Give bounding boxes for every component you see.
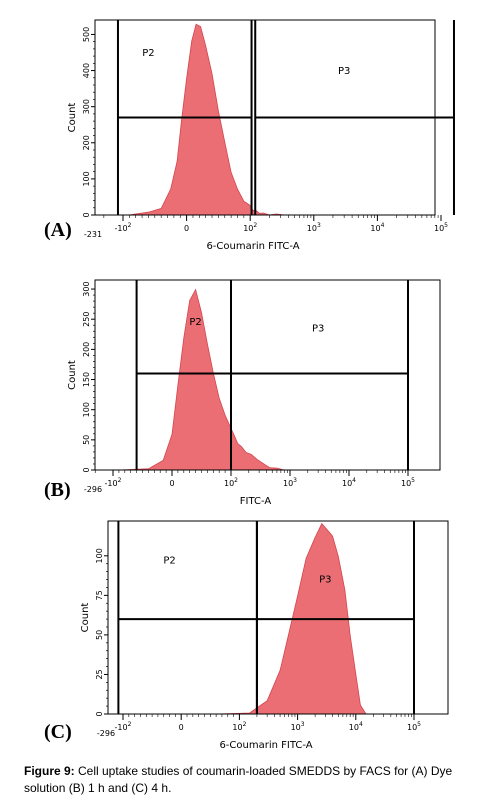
gate-label-P3: P3 (312, 323, 324, 334)
x-tick-label: -102 (115, 222, 132, 233)
histogram-area (216, 522, 367, 715)
gate-label-P2: P2 (163, 556, 175, 567)
y-tick-label: 100 (82, 402, 91, 417)
x-tick-label: 104 (349, 721, 363, 732)
x-tick-label: 104 (342, 477, 356, 488)
x-tick-label: 105 (407, 721, 421, 732)
chart-panel-1: P2 P3 0 100 200 300 400 500 Count -102 0 102 103 104 1… (44, 19, 455, 252)
caption-text: Cell uptake studies of coumarin-loaded S… (24, 764, 453, 795)
y-tick-label: 200 (82, 135, 91, 150)
y-tick-label: 400 (82, 63, 91, 78)
x-tick-label: 102 (232, 721, 246, 732)
gate-label-P3: P3 (338, 66, 350, 77)
histogram-area (118, 288, 285, 471)
panel-label: (B) (44, 479, 71, 501)
figure-caption: Figure 9: Cell uptake studies of coumari… (24, 763, 474, 797)
chart-panel-2: P2 P3 0 50 100 150 200 250 300 Count -102 0 102 103 10… (44, 279, 441, 507)
x-tick-label: 104 (370, 222, 384, 233)
x-tick-label: 102 (224, 477, 238, 488)
y-tick-label: 50 (95, 630, 104, 640)
y-tick-label: 0 (82, 212, 91, 217)
x-tick-label: -102 (105, 477, 122, 488)
x-tick-label: 103 (307, 222, 321, 233)
panel-label: (C) (44, 721, 72, 743)
y-tick-label: 75 (95, 590, 104, 600)
x-axis-title: 6-Coumarin FITC-A (219, 740, 312, 751)
plot-frame (94, 279, 441, 471)
x-min-label: -296 (97, 729, 115, 738)
y-tick-label: 150 (82, 372, 91, 387)
gate-label-P3: P3 (319, 575, 331, 586)
y-tick-label: 200 (82, 342, 91, 357)
y-tick-label: 25 (95, 669, 104, 679)
y-axis-title: Count (67, 103, 78, 133)
x-tick-label: -102 (115, 721, 132, 732)
y-tick-label: 0 (82, 467, 91, 472)
x-tick-label: 103 (283, 477, 297, 488)
y-tick-label: 50 (82, 435, 91, 445)
panel-label: (A) (44, 219, 72, 241)
y-axis-title: Count (80, 603, 91, 633)
x-tick-label: 0 (169, 479, 174, 488)
x-axis-title: FITC-A (240, 496, 272, 507)
plot-frame (107, 520, 449, 715)
y-tick-label: 250 (82, 312, 91, 327)
x-axis-title: 6-Coumarin FITC-A (206, 241, 299, 252)
y-tick-label: 500 (82, 27, 91, 42)
x-min-label: -296 (84, 485, 102, 494)
y-axis-title: Count (67, 360, 78, 390)
x-tick-label: 0 (179, 723, 184, 732)
y-tick-label: 300 (82, 99, 91, 114)
x-tick-label: 0 (184, 224, 189, 233)
x-tick-label: 102 (243, 222, 257, 233)
histogram-area (113, 23, 285, 216)
y-tick-label: 100 (82, 171, 91, 186)
y-tick-label: 300 (82, 281, 91, 296)
chart-panel-3: P2 P3 0 25 50 75 100 Count -102 0 102 103 104 105 -296… (44, 520, 449, 751)
y-tick-label: 0 (95, 711, 104, 716)
x-tick-label: 105 (434, 222, 448, 233)
x-min-label: -231 (84, 230, 102, 239)
caption-prefix: Figure 9: (24, 764, 75, 778)
y-tick-label: 100 (95, 548, 104, 563)
gate-label-P2: P2 (142, 48, 154, 59)
x-tick-label: 103 (291, 721, 305, 732)
x-tick-label: 105 (401, 477, 415, 488)
gate-label-P2: P2 (189, 317, 201, 328)
